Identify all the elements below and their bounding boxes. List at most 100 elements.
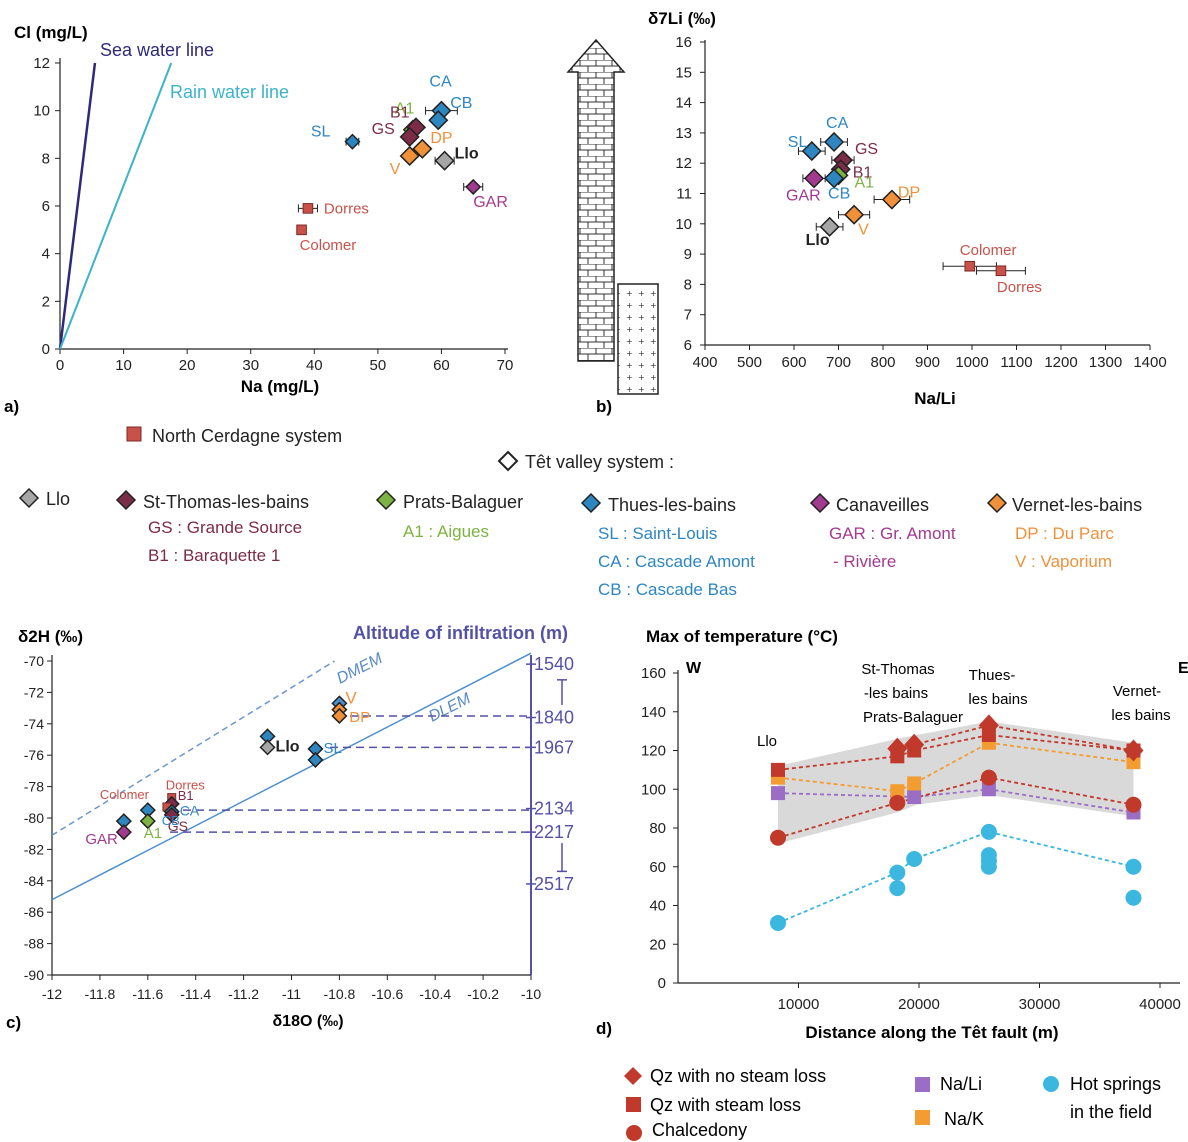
panel-c-label-cb: CB bbox=[162, 813, 180, 828]
panel-d-ytick-label: 160 bbox=[641, 665, 666, 682]
panel-d-west: W bbox=[686, 660, 702, 677]
panel-d-xtick-label: 30000 bbox=[1019, 996, 1061, 1013]
panel-c-label-ca: CA bbox=[180, 803, 200, 819]
brick-arrow-icon bbox=[566, 38, 626, 362]
panel-a-point-llo bbox=[434, 150, 455, 171]
panel-c-label-a1: A1 bbox=[144, 825, 162, 842]
panel-d-ytick-label: 20 bbox=[649, 936, 666, 953]
legend-cb: CB : Cascade Bas bbox=[598, 580, 737, 599]
nali-square-icon bbox=[915, 1077, 930, 1092]
panel-c-label-sl: SL bbox=[323, 740, 341, 757]
panel-b-xtick-label: 500 bbox=[737, 354, 762, 371]
panel-d-marker bbox=[889, 880, 906, 897]
panel-a-label-sl: SL bbox=[311, 124, 331, 141]
panel-c-altitude-2517: 2517 bbox=[534, 874, 574, 894]
panel-b-xtick-label: 800 bbox=[870, 354, 895, 371]
panel-a-point-sl bbox=[344, 133, 361, 150]
panel-a-xtick-label: 20 bbox=[179, 357, 196, 374]
panel-a-ytick-label: 4 bbox=[42, 246, 50, 263]
panel-c-xtick-label: -10.4 bbox=[419, 986, 451, 1002]
panel-a-label-gs: GS bbox=[372, 121, 395, 138]
panel-a-ylabel: Cl (mg/L) bbox=[14, 23, 88, 42]
panel-d-stthomas-1: St-Thomas bbox=[861, 661, 934, 678]
panel-d-marker bbox=[887, 737, 908, 760]
panel-d-marker bbox=[889, 794, 906, 811]
canaveilles-diamond-icon bbox=[809, 492, 831, 514]
panel-a-point-colomer bbox=[296, 224, 307, 236]
panel-d-tag: d) bbox=[596, 1019, 612, 1038]
legend-llo: Llo bbox=[46, 489, 70, 509]
panel-d-series-line bbox=[777, 734, 1134, 771]
panel-c-ytick-label: -70 bbox=[24, 653, 44, 669]
panel-c-ytick-label: -80 bbox=[24, 810, 44, 826]
panel-b-ytick-label: 11 bbox=[676, 186, 692, 203]
sea-water-line bbox=[58, 62, 97, 350]
panel-d-marker bbox=[770, 829, 787, 846]
panel-b-point-gar bbox=[803, 168, 825, 189]
legend-vernet: Vernet-les-bains bbox=[1012, 495, 1142, 515]
panel-c: -12 -11.8 -11.6 -11.4 -11.2 -11 -10.8 -10.6 -10.… bbox=[6, 623, 574, 1032]
prats-diamond-icon bbox=[375, 489, 397, 511]
panel-a-ytick-label: 8 bbox=[42, 150, 50, 167]
panel-d-marker bbox=[1125, 889, 1142, 906]
panel-c-altitude-2134: 2134 bbox=[534, 799, 574, 819]
panel-a-xtick-label: 70 bbox=[497, 357, 514, 374]
panel-c-point-gar bbox=[115, 824, 132, 841]
panel-d-ytick-label: 140 bbox=[641, 704, 666, 721]
panel-d-xtick-label: 40000 bbox=[1139, 996, 1181, 1013]
panel-c-xtick-label: -10.6 bbox=[371, 986, 403, 1002]
panel-b-label-a1: A1 bbox=[855, 174, 875, 191]
panel-b-xtick-label: 1100 bbox=[1000, 354, 1032, 371]
qz-no-loss-diamond-icon bbox=[624, 1067, 642, 1085]
panel-b-xtick-label: 1000 bbox=[955, 354, 988, 371]
panel-b-ytick-label: 13 bbox=[675, 125, 692, 142]
panel-a-axes: 0 10 20 30 40 50 60 70 0 2 4 6 8 10 12 bbox=[33, 55, 513, 374]
granite-block-icon bbox=[617, 283, 659, 395]
panel-d-series-line bbox=[777, 741, 1134, 793]
panel-a-point-gar bbox=[465, 178, 482, 195]
panel-a-ytick-label: 12 bbox=[33, 55, 50, 72]
north-cerdagne-square-icon bbox=[126, 426, 142, 442]
panel-d-ytick-label: 120 bbox=[641, 743, 666, 760]
stratigraphic-column bbox=[566, 38, 659, 395]
panel-c-ytick-label: -74 bbox=[24, 716, 44, 732]
panel-b-label-v: V bbox=[858, 222, 869, 239]
panel-c-point-dp bbox=[331, 707, 348, 725]
panel-d-ytick-label: 60 bbox=[649, 859, 666, 876]
panel-a-ytick-label: 10 bbox=[33, 103, 50, 120]
legend-dp: DP : Du Parc bbox=[1015, 524, 1114, 543]
panel-a-label-dp: DP bbox=[430, 130, 452, 147]
panel-a-ytick-label: 6 bbox=[42, 198, 50, 215]
panel-b-ytick-label: 15 bbox=[675, 64, 692, 81]
panel-d-marker bbox=[1125, 858, 1142, 875]
thues-diamond-icon bbox=[580, 492, 602, 514]
panel-c-ytick-label: -90 bbox=[24, 967, 44, 983]
panel-d-legend: Qz with no steam loss Qz with steam loss… bbox=[624, 1066, 1161, 1141]
panel-c-tag: c) bbox=[6, 1013, 21, 1032]
panel-d-marker bbox=[906, 851, 923, 867]
panel-d-xtick-label: 10000 bbox=[778, 996, 820, 1013]
panel-c-point-llo bbox=[259, 739, 276, 756]
legend-thues: Thues-les-bains bbox=[608, 495, 736, 515]
panel-a-point-gs bbox=[399, 126, 420, 147]
panel-b-xtick-label: 1300 bbox=[1089, 354, 1122, 371]
panel-d-marker bbox=[981, 782, 996, 797]
legend-hot-springs-2: in the field bbox=[1070, 1102, 1152, 1122]
panel-b-ytick-label: 12 bbox=[675, 155, 692, 172]
legend-gs: GS : Grande Source bbox=[148, 518, 302, 537]
panel-c-altitude-label: Altitude of infiltration (m) bbox=[353, 623, 568, 643]
panel-d-llo: Llo bbox=[757, 733, 777, 750]
panel-a-xtick-label: 40 bbox=[306, 357, 323, 374]
panel-b-point-ca bbox=[823, 131, 845, 153]
panel-a-label-a1: A1 bbox=[395, 101, 415, 118]
panel-d-title: Max of temperature (°C) bbox=[646, 627, 838, 646]
panel-d-marker bbox=[904, 733, 925, 756]
panel-a-point-cb bbox=[428, 110, 449, 131]
panel-c-point-gs bbox=[163, 806, 180, 823]
legend-north-cerdagne: North Cerdagne system bbox=[152, 426, 342, 446]
panel-d-marker bbox=[771, 786, 786, 801]
panel-d-marker bbox=[1123, 739, 1144, 762]
vernet-diamond-icon bbox=[986, 492, 1008, 514]
